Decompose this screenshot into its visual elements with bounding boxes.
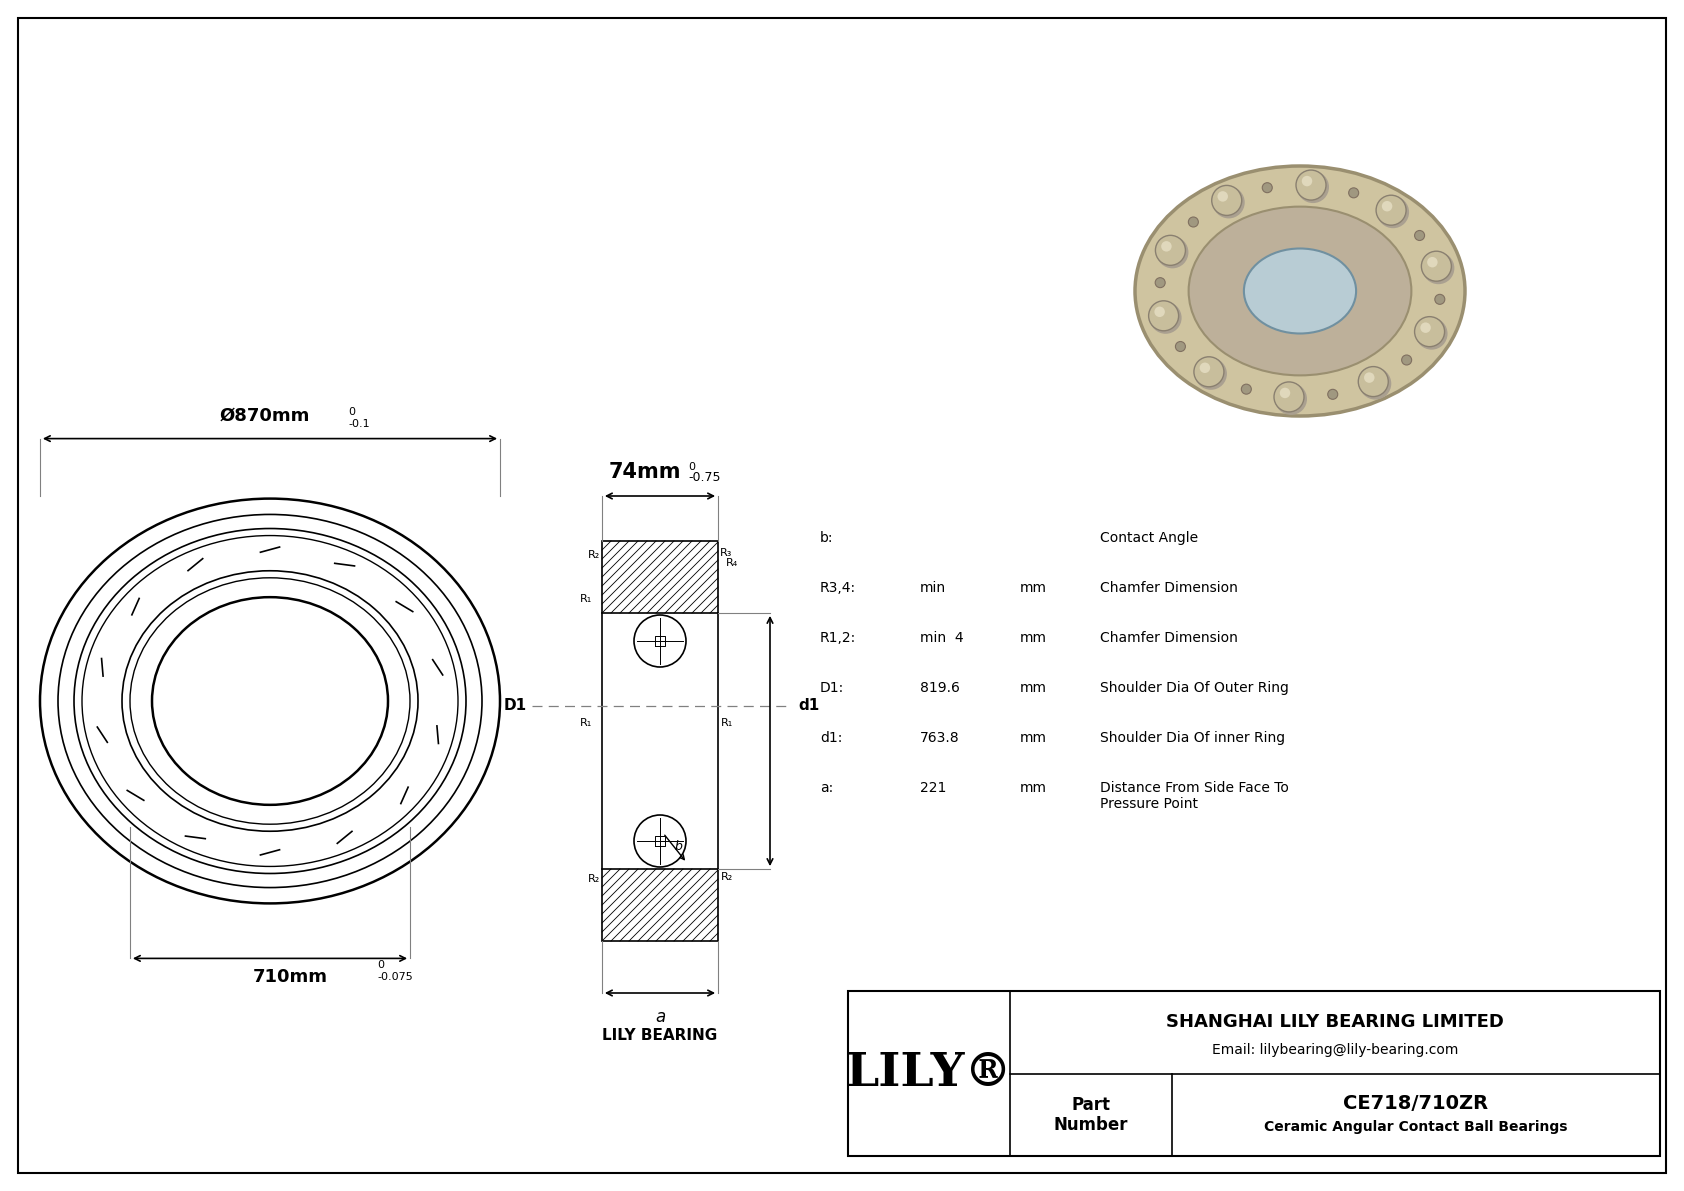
Text: Email: lilybearing@lily-bearing.com: Email: lilybearing@lily-bearing.com — [1212, 1043, 1458, 1056]
Text: Part
Number: Part Number — [1054, 1096, 1128, 1134]
Text: min  4: min 4 — [919, 631, 963, 646]
Text: 819.6: 819.6 — [919, 681, 960, 696]
Text: mm: mm — [1021, 731, 1047, 746]
Circle shape — [1241, 385, 1251, 394]
Text: b:: b: — [820, 531, 834, 545]
Text: Contact Angle: Contact Angle — [1100, 531, 1197, 545]
Circle shape — [1194, 357, 1224, 387]
Circle shape — [1401, 355, 1411, 364]
Circle shape — [1162, 241, 1172, 251]
Text: 0: 0 — [377, 960, 384, 971]
Text: R1,2:: R1,2: — [820, 631, 855, 646]
Text: mm: mm — [1021, 581, 1047, 596]
Circle shape — [1416, 318, 1448, 350]
Circle shape — [1154, 306, 1165, 317]
Circle shape — [1359, 367, 1388, 397]
Text: Distance From Side Face To: Distance From Side Face To — [1100, 781, 1288, 796]
Bar — [601, 869, 717, 941]
Circle shape — [1415, 317, 1445, 347]
Text: Pressure Point: Pressure Point — [1100, 797, 1197, 811]
Text: R₁: R₁ — [721, 718, 733, 728]
Text: mm: mm — [1021, 681, 1047, 696]
Circle shape — [1421, 251, 1452, 281]
Ellipse shape — [1189, 206, 1411, 375]
Text: Shoulder Dia Of inner Ring: Shoulder Dia Of inner Ring — [1100, 731, 1285, 746]
Text: Chamfer Dimension: Chamfer Dimension — [1100, 581, 1238, 596]
Circle shape — [1280, 388, 1290, 398]
Circle shape — [1155, 236, 1186, 266]
Text: R₄: R₄ — [726, 559, 738, 568]
Circle shape — [1175, 342, 1186, 351]
Text: a: a — [655, 1008, 665, 1025]
Text: mm: mm — [1021, 781, 1047, 796]
Circle shape — [1426, 257, 1438, 268]
Circle shape — [1196, 357, 1228, 389]
Text: R₂: R₂ — [588, 874, 600, 884]
Circle shape — [1364, 373, 1374, 382]
Text: 763.8: 763.8 — [919, 731, 960, 746]
Text: 0: 0 — [689, 462, 695, 472]
Text: a:: a: — [820, 781, 834, 796]
Bar — [601, 541, 717, 613]
Ellipse shape — [1135, 166, 1465, 416]
Circle shape — [1415, 231, 1425, 241]
Text: 0: 0 — [349, 406, 355, 417]
Text: R₁: R₁ — [579, 594, 593, 604]
Text: mm: mm — [1021, 631, 1047, 646]
Text: -0.1: -0.1 — [349, 418, 369, 429]
Text: Shoulder Dia Of Outer Ring: Shoulder Dia Of Outer Ring — [1100, 681, 1288, 696]
Text: R3,4:: R3,4: — [820, 581, 855, 596]
Circle shape — [1212, 187, 1244, 218]
Circle shape — [1212, 186, 1241, 216]
Circle shape — [1157, 236, 1189, 268]
Circle shape — [1423, 252, 1455, 285]
Circle shape — [1218, 192, 1228, 201]
Text: d1:: d1: — [820, 731, 842, 746]
Circle shape — [1297, 172, 1329, 204]
Circle shape — [1378, 197, 1410, 229]
Text: Ø870mm: Ø870mm — [221, 406, 310, 425]
Text: Ceramic Angular Contact Ball Bearings: Ceramic Angular Contact Ball Bearings — [1265, 1120, 1568, 1134]
Circle shape — [1349, 188, 1359, 198]
Circle shape — [1383, 201, 1393, 212]
Text: D1: D1 — [504, 698, 527, 713]
Circle shape — [1420, 323, 1431, 333]
Text: LILY®: LILY® — [845, 1050, 1012, 1097]
Circle shape — [1199, 362, 1211, 373]
Circle shape — [1302, 176, 1312, 186]
Text: d1: d1 — [798, 698, 818, 713]
Text: R₂: R₂ — [588, 550, 600, 560]
Text: R₂: R₂ — [721, 872, 733, 883]
Text: -0.075: -0.075 — [377, 972, 413, 983]
Text: Chamfer Dimension: Chamfer Dimension — [1100, 631, 1238, 646]
Text: D1:: D1: — [820, 681, 844, 696]
Circle shape — [1275, 384, 1307, 414]
Text: 710mm: 710mm — [253, 968, 327, 986]
Circle shape — [1189, 217, 1199, 227]
Text: CE718/710ZR: CE718/710ZR — [1344, 1095, 1489, 1114]
Ellipse shape — [1244, 249, 1356, 333]
Text: R₃: R₃ — [721, 548, 733, 559]
Circle shape — [1359, 368, 1391, 400]
Circle shape — [1148, 301, 1179, 331]
Circle shape — [1327, 389, 1337, 399]
Circle shape — [1376, 195, 1406, 225]
Circle shape — [1275, 382, 1303, 412]
Text: 74mm: 74mm — [608, 462, 682, 482]
Text: -0.75: -0.75 — [689, 470, 721, 484]
Bar — [849, 991, 1660, 1156]
Text: R₁: R₁ — [579, 718, 593, 728]
Circle shape — [1155, 278, 1165, 288]
Circle shape — [1435, 294, 1445, 305]
Circle shape — [1263, 182, 1271, 193]
Circle shape — [1297, 170, 1325, 200]
Text: LILY BEARING: LILY BEARING — [603, 1028, 717, 1043]
Text: b: b — [675, 841, 684, 854]
Circle shape — [1150, 301, 1182, 333]
Text: SHANGHAI LILY BEARING LIMITED: SHANGHAI LILY BEARING LIMITED — [1165, 1014, 1504, 1031]
Text: min: min — [919, 581, 946, 596]
Text: 221: 221 — [919, 781, 946, 796]
